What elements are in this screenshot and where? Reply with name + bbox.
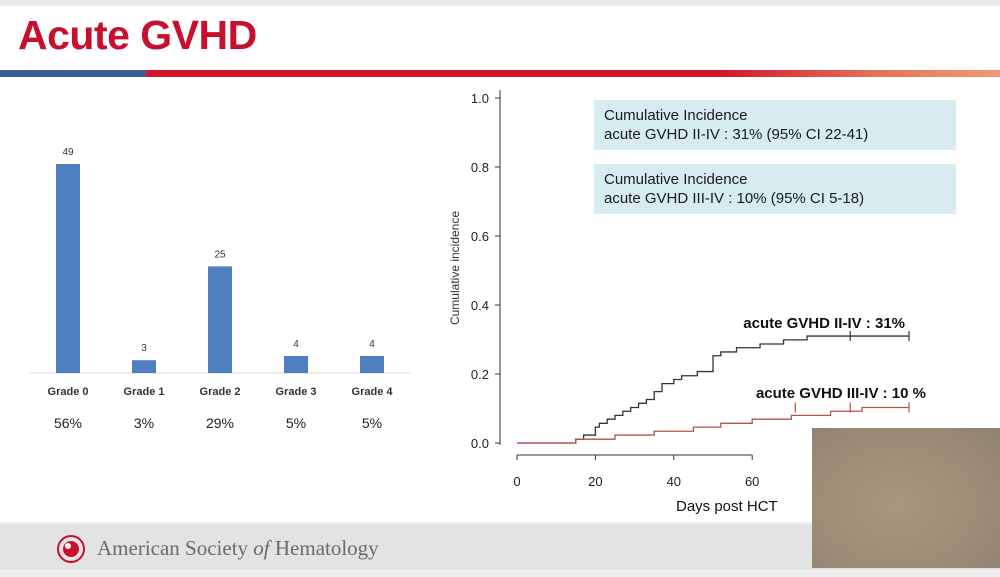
bar-value-label: 4 [293,339,299,350]
y-tick-label: 0.4 [471,298,489,313]
ci-box-grade2-4-line2: acute GVHD II-IV : 31% (95% CI 22-41) [604,126,869,143]
top-band [0,0,1000,6]
bar-value-label: 3 [141,343,147,354]
bar-percent-label: 5% [286,415,306,431]
bar-category-label: Grade 2 [200,386,241,398]
bar-grade-0 [56,164,80,373]
bar-percent-label: 3% [134,415,154,431]
x-tick-label: 40 [667,474,681,489]
bar-category-label: Grade 0 [48,386,89,398]
bar-category-label: Grade 1 [124,386,165,398]
series-line-grade2-4 [517,335,909,444]
bar-grade-2 [208,266,232,373]
bar-value-label: 4 [369,339,375,350]
ci-box-grade3-4: Cumulative Incidence acute GVHD III-IV :… [594,164,956,214]
x-tick-label: 60 [745,474,759,489]
series-line-grade3-4 [517,406,909,444]
bar-percent-label: 29% [206,415,234,431]
x-axis-label: Days post HCT [676,498,778,515]
bar-category-label: Grade 3 [276,386,317,398]
video-thumbnail-overlay [812,428,1000,568]
bar-grade-4 [360,355,384,373]
bar-grade-3 [284,355,308,373]
ci-box-grade2-4-line1: Cumulative Incidence [604,107,748,124]
bar-category-label: Grade 4 [352,386,394,398]
ash-logo-icon [57,535,85,563]
cumulative-incidence-chart: 0.0 0.2 0.4 0.6 0.8 1.0 0 20 40 60 Days post HCT Cu… [448,90,926,515]
y-axis-label: Cumulative incidence [448,211,462,325]
footer-divider [0,522,1000,524]
ci-box-grade3-4-line1: Cumulative Incidence [604,171,748,188]
org-prefix: American Society [97,536,254,560]
ci-box-grade2-4: Cumulative Incidence acute GVHD II-IV : … [594,100,956,150]
y-tick-label: 0.8 [471,160,489,175]
org-italic: of [253,536,270,560]
bar-value-label: 25 [214,249,226,260]
series-label-grade2-4: acute GVHD II-IV : 31% [743,315,905,332]
bottom-strip [0,570,1000,577]
bar-percent-label: 5% [362,415,382,431]
y-tick-label: 0.2 [471,367,489,382]
slide-title: Acute GVHD [18,12,257,58]
bar-percent-label: 56% [54,415,82,431]
organization-name: American Society of Hematology [97,536,379,561]
y-tick-label: 1.0 [471,91,489,106]
bar-grade-1 [132,360,156,373]
bar-value-label: 49 [62,147,74,158]
x-tick-label: 0 [513,474,520,489]
grade-bar-chart: 49 Grade 0 56% 3 Grade 1 3% 25 Grade 2 29% 4 Grade… [30,147,410,431]
y-tick-label: 0.0 [471,436,489,451]
ci-box-grade3-4-line2: acute GVHD III-IV : 10% (95% CI 5-18) [604,190,865,207]
org-suffix: Hematology [269,536,379,560]
y-tick-label: 0.6 [471,229,489,244]
x-tick-label: 20 [588,474,602,489]
series-label-grade3-4: acute GVHD III-IV : 10 % [756,385,926,402]
title-rule [0,70,1000,77]
